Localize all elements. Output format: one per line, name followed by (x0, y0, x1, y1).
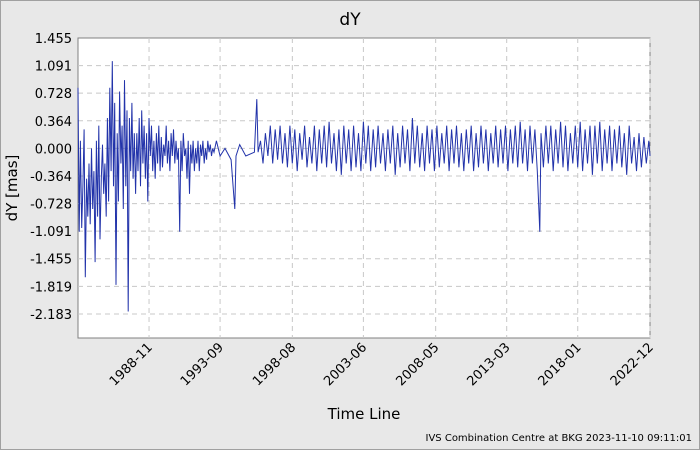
y-tick-label: 0.364 (35, 115, 72, 130)
x-axis-label: Time Line (327, 405, 401, 423)
y-tick-label: -1.819 (30, 280, 72, 295)
x-tick-label: 2008-05 (393, 340, 442, 389)
y-tick-label: -1.091 (30, 225, 72, 240)
y-tick-label: 0.728 (35, 87, 72, 102)
chart-title: dY (339, 10, 361, 30)
y-tick-label: 1.091 (35, 60, 72, 75)
x-tick-label: 2022-12 (608, 340, 657, 389)
y-tick-label: -0.364 (30, 170, 72, 185)
plot-area (77, 37, 651, 339)
x-tick-label: 1993-09 (178, 340, 227, 389)
x-tick-label: 2018-01 (536, 340, 585, 389)
y-tick-label: 1.455 (35, 32, 72, 47)
x-tick-label: 2003-06 (321, 340, 370, 389)
x-tick-label: 1998-08 (250, 340, 299, 389)
y-tick-label: -1.455 (30, 253, 72, 268)
y-axis-label: dY [mas] (3, 155, 21, 222)
x-tick-label: 1988-11 (107, 340, 156, 389)
series-group (77, 61, 651, 312)
x-tick-label: 2013-03 (464, 340, 513, 389)
x-tick-labels: 1988-11 1993-09 1998-08 2003-06 2008-05 2013-… (107, 340, 657, 389)
grid-lines (78, 38, 651, 338)
y-tick-label: 0.000 (35, 142, 72, 157)
credit-text: IVS Combination Centre at BKG 2023-11-10… (425, 433, 692, 444)
y-tick-label: -0.728 (30, 198, 72, 213)
y-tick-label: -2.183 (30, 308, 72, 323)
y-tick-labels: 1.455 1.091 0.728 0.364 0.000 -0.364 -0.728 -1.… (30, 32, 72, 323)
series-line (77, 61, 651, 312)
